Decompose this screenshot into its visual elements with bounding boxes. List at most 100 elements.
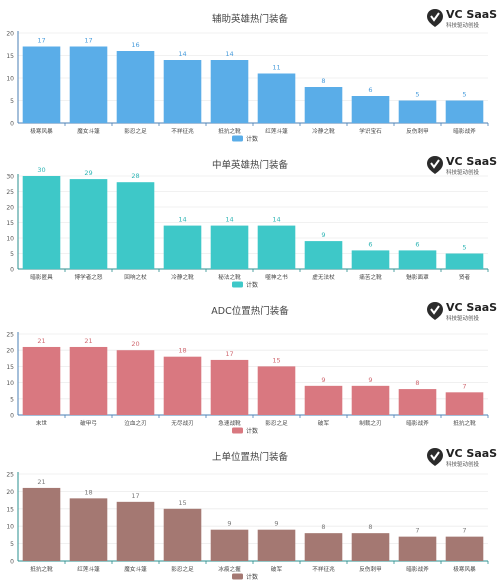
bar xyxy=(116,182,155,269)
y-tick-label: 10 xyxy=(6,524,14,531)
data-label: 5 xyxy=(462,244,466,252)
data-label: 16 xyxy=(131,41,139,49)
y-tick-label: 10 xyxy=(6,380,14,387)
x-tick-label: 破甲弓 xyxy=(80,419,97,427)
chart-panel: 中单英雄热门装备 0 5 10 15 20 25 30 30 暗影匿具 29 博学者之怒 28 回响之杖 1… xyxy=(0,146,500,292)
x-tick-label: 贤者 xyxy=(459,273,471,281)
y-tick-label: 20 xyxy=(6,489,14,496)
bar xyxy=(257,529,296,561)
x-tick-label: 泣血之刃 xyxy=(124,419,146,427)
data-label: 7 xyxy=(415,527,419,535)
data-label: 17 xyxy=(225,350,233,358)
bar xyxy=(163,356,202,415)
bar xyxy=(445,253,484,269)
legend-label: 计数 xyxy=(246,573,258,581)
data-label: 6 xyxy=(368,86,372,94)
legend-swatch xyxy=(232,281,243,288)
bar xyxy=(257,225,296,269)
brand-tagline: 科技驱动创投 xyxy=(446,23,480,29)
data-label: 14 xyxy=(225,216,233,224)
bar xyxy=(69,498,108,561)
brand-logo: VC SaaS 科技驱动创投 xyxy=(426,447,497,471)
y-tick-label: 15 xyxy=(6,364,14,371)
y-tick-label: 25 xyxy=(6,332,14,339)
x-tick-label: 极寒风暴 xyxy=(453,565,476,573)
brand-name: VC SaaS xyxy=(446,155,498,168)
data-label: 9 xyxy=(321,376,325,384)
x-tick-label: 不祥征兆 xyxy=(312,565,335,573)
data-label: 14 xyxy=(225,50,233,58)
bar xyxy=(69,346,108,415)
bar xyxy=(210,60,249,123)
data-label: 17 xyxy=(37,37,45,45)
data-label: 28 xyxy=(131,172,139,180)
y-tick-label: 0 xyxy=(10,121,14,128)
data-label: 17 xyxy=(84,37,92,45)
bar xyxy=(398,389,437,415)
bar xyxy=(210,359,249,415)
data-label: 29 xyxy=(84,169,92,177)
x-tick-label: 魔女斗篷 xyxy=(77,127,100,135)
y-tick-label: 15 xyxy=(6,506,14,513)
bar xyxy=(351,96,390,123)
x-tick-label: 影忍之足 xyxy=(171,565,194,573)
data-label: 18 xyxy=(84,488,92,496)
bar xyxy=(210,529,249,561)
data-label: 9 xyxy=(274,520,278,528)
chart-svg: 中单英雄热门装备 0 5 10 15 20 25 30 30 暗影匿具 29 博学者之怒 28 回响之杖 1… xyxy=(6,159,489,289)
bar xyxy=(304,533,343,561)
brand-tagline: 科技驱动创投 xyxy=(446,316,480,322)
chart-panel: 上单位置热门装备 0 5 10 15 20 25 21 抵抗之靴 18 红莲斗篷 17 魔女斗篷 15 影忍… xyxy=(0,438,500,584)
data-label: 14 xyxy=(178,216,186,224)
data-label: 21 xyxy=(37,337,45,345)
x-tick-label: 冰痕之握 xyxy=(218,565,241,573)
data-label: 8 xyxy=(368,523,372,531)
chart-panel: 辅助英雄热门装备 0 5 10 15 20 17 极寒风暴 17 魔女斗篷 16 影忍之足 14 不祥征兆… xyxy=(0,0,500,146)
data-label: 11 xyxy=(272,64,280,72)
brand-logo: VC SaaS 科技驱动创投 xyxy=(426,155,497,179)
brand-logo-icon xyxy=(427,9,443,27)
x-tick-label: 不祥征兆 xyxy=(171,127,194,135)
x-tick-label: 破军 xyxy=(271,565,283,573)
legend-swatch xyxy=(232,135,243,142)
y-tick-label: 20 xyxy=(6,348,14,355)
bar xyxy=(445,100,484,123)
bar xyxy=(304,385,343,415)
y-tick-label: 20 xyxy=(6,205,14,212)
bar xyxy=(351,533,390,561)
chart-svg: 上单位置热门装备 0 5 10 15 20 25 21 抵抗之靴 18 红莲斗篷 17 魔女斗篷 15 影忍… xyxy=(6,451,489,581)
bar xyxy=(22,176,61,269)
x-tick-label: 红莲斗篷 xyxy=(265,127,288,135)
y-tick-label: 0 xyxy=(10,413,14,420)
data-label: 8 xyxy=(321,77,325,85)
bar xyxy=(163,508,202,561)
bar xyxy=(116,350,155,415)
bar xyxy=(351,385,390,415)
y-tick-label: 25 xyxy=(6,189,14,196)
x-tick-label: 红莲斗篷 xyxy=(77,565,100,573)
data-label: 9 xyxy=(227,520,231,528)
bar xyxy=(163,225,202,269)
y-tick-label: 5 xyxy=(10,541,14,548)
legend-swatch xyxy=(232,573,243,580)
x-tick-label: 魅影面罩 xyxy=(406,273,429,281)
y-tick-label: 15 xyxy=(6,220,14,227)
bar xyxy=(257,366,296,415)
x-tick-label: 末世 xyxy=(36,419,48,427)
x-tick-label: 极寒风暴 xyxy=(30,127,53,135)
brand-name: VC SaaS xyxy=(446,447,498,460)
y-tick-label: 15 xyxy=(6,53,14,60)
brand-logo: VC SaaS 科技驱动创投 xyxy=(426,8,497,32)
data-label: 8 xyxy=(321,523,325,531)
data-label: 21 xyxy=(84,337,92,345)
y-tick-label: 5 xyxy=(10,251,14,258)
data-label: 6 xyxy=(368,240,372,248)
bar xyxy=(398,250,437,269)
data-label: 14 xyxy=(178,50,186,58)
bar xyxy=(398,536,437,561)
x-tick-label: 暗影匿具 xyxy=(30,273,53,281)
x-tick-label: 暗影战斧 xyxy=(406,565,429,573)
data-label: 30 xyxy=(37,166,45,174)
x-tick-label: 噬神之书 xyxy=(265,273,288,281)
